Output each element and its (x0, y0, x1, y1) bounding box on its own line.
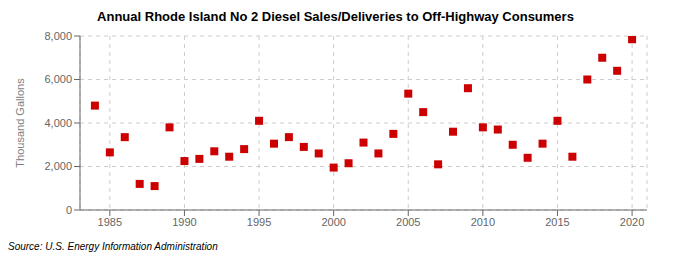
svg-text:4,000: 4,000 (44, 117, 72, 129)
svg-text:2005: 2005 (396, 216, 420, 228)
svg-text:Thousand Gallons: Thousand Gallons (14, 78, 26, 168)
html-text:Annual Rhode Island No 2 Diese: Annual Rhode Island No 2 Diesel Sales/De… (97, 9, 574, 24)
svg-text:2010: 2010 (471, 216, 495, 228)
svg-text:2,000: 2,000 (44, 160, 72, 172)
svg-text:6,000: 6,000 (44, 73, 72, 85)
svg-text:0: 0 (66, 204, 72, 216)
html-text:Source: U.S. Energy Informatio: Source: U.S. Energy Information Administ… (8, 241, 218, 252)
svg-text:2015: 2015 (545, 216, 569, 228)
svg-text:1995: 1995 (247, 216, 271, 228)
svg-text:2020: 2020 (620, 216, 644, 228)
svg-text:1985: 1985 (98, 216, 122, 228)
svg-text:1990: 1990 (172, 216, 196, 228)
svg-text:2000: 2000 (321, 216, 345, 228)
svg-text:8,000: 8,000 (44, 30, 72, 42)
